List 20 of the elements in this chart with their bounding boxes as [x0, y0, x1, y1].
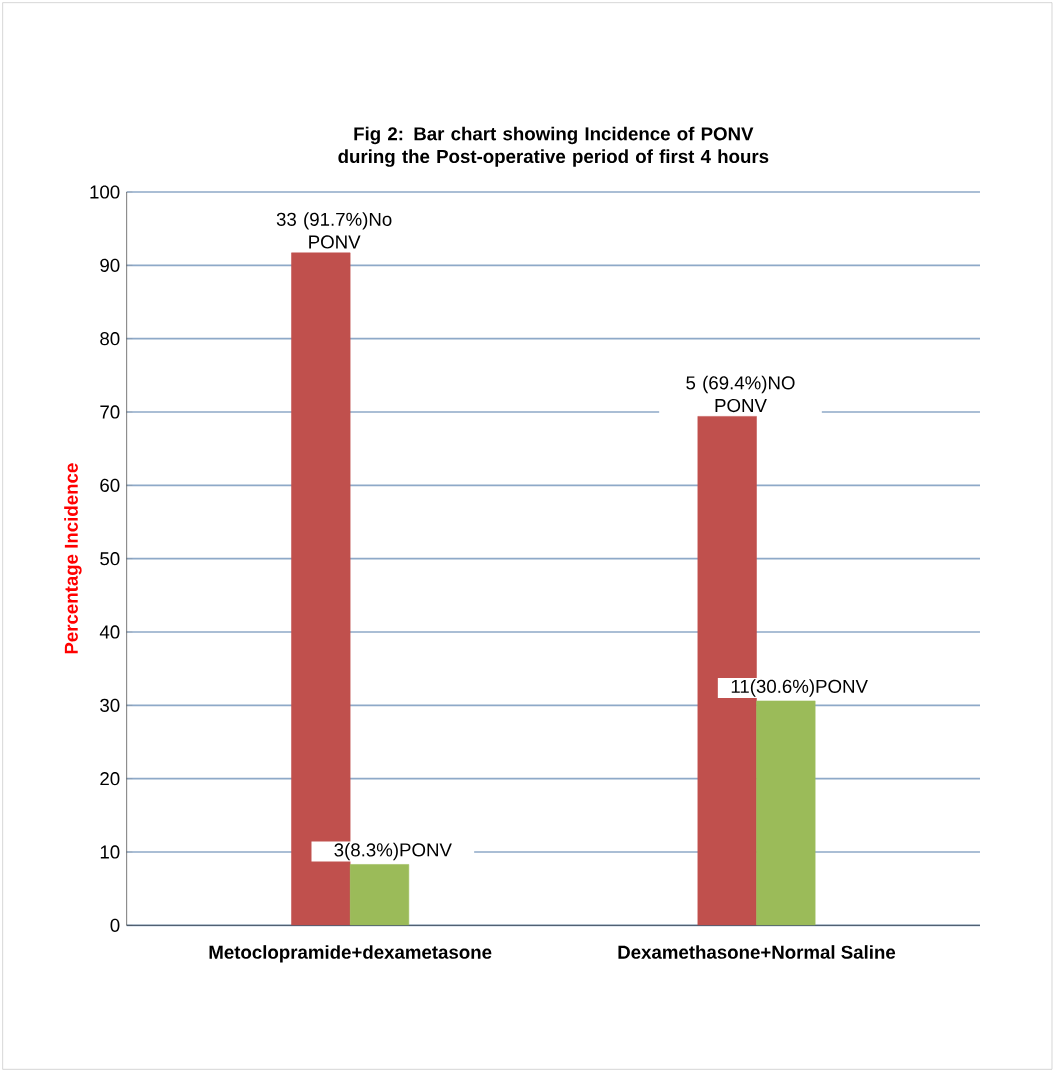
y-tick-label: 100	[90, 185, 120, 199]
y-tick-label: 30	[100, 698, 120, 712]
y-axis-title: Percentage Incidence	[64, 463, 82, 654]
data-label: 33 (91.7%)No PONV	[276, 212, 392, 249]
chart-title: Fig 2: Bar chart showing Incidence of PONV during the Post-operative period of first 4 hours	[338, 126, 769, 167]
y-tick-label: 20	[100, 772, 120, 786]
y-tick-label: 40	[100, 625, 120, 639]
bar	[756, 700, 816, 926]
x-tick-label: Dexamethasone+Normal Saline	[618, 945, 896, 959]
y-tick-label: 70	[100, 405, 120, 419]
y-tick-label: 90	[100, 258, 120, 272]
y-tick-label: 0	[110, 918, 120, 932]
data-label: 3(8.3%)PONV	[334, 842, 453, 861]
y-tick-label: 50	[100, 552, 120, 566]
data-label: 11(30.6%)PONV	[731, 679, 869, 697]
y-tick-label: 60	[100, 478, 120, 492]
y-tick-label: 80	[100, 332, 120, 346]
x-tick-label: Metoclopramide+dexametasone	[209, 945, 492, 963]
data-label: 5 (69.4%)NO PONV	[686, 375, 795, 413]
y-tick-label: 10	[101, 845, 120, 859]
